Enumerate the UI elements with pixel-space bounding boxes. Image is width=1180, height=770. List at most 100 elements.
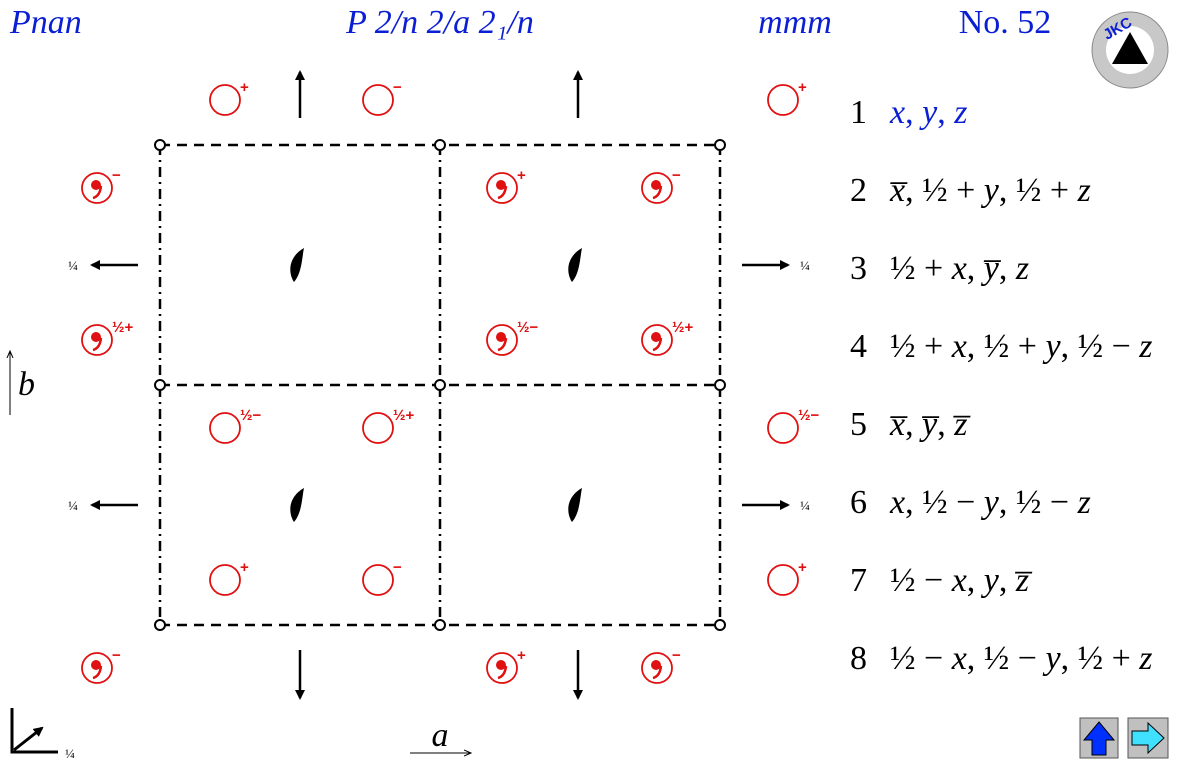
axis-c-height: ¼ bbox=[65, 746, 75, 761]
coord-part: ½ + bbox=[890, 328, 952, 365]
position-coords: ½ + x, y̅, z bbox=[890, 250, 1029, 287]
short-symbol: Pnan bbox=[9, 4, 82, 41]
coord-part: , bbox=[905, 94, 922, 131]
coord-part: x̅ bbox=[889, 406, 908, 443]
inversion-centre bbox=[434, 139, 446, 151]
coord-part: y bbox=[981, 562, 1000, 599]
position-circle bbox=[209, 84, 241, 116]
coord-part: , bbox=[999, 562, 1016, 599]
coord-part: x bbox=[889, 94, 905, 131]
inversion-centre bbox=[714, 379, 726, 391]
comma-tail bbox=[92, 185, 103, 200]
point-group: mmm bbox=[758, 4, 832, 41]
coord-part: ½ − bbox=[890, 640, 952, 677]
height-label: ½− bbox=[798, 407, 820, 424]
position-circle bbox=[209, 412, 241, 444]
position-coords: x̅, ½ + y, ½ + z bbox=[889, 172, 1091, 209]
coord-part: z bbox=[953, 94, 967, 131]
position-circle bbox=[641, 172, 673, 204]
height-label: ½− bbox=[240, 407, 262, 424]
position-coords: x, ½ − y, ½ − z bbox=[889, 484, 1091, 521]
comma-tail bbox=[652, 665, 663, 680]
comma-dot bbox=[91, 332, 101, 342]
position-circle bbox=[486, 172, 518, 204]
nav-next[interactable] bbox=[1127, 717, 1169, 759]
inversion-centre bbox=[434, 619, 446, 631]
position-number: 5 bbox=[850, 406, 867, 443]
height-label: + bbox=[517, 647, 526, 664]
coord-part: x bbox=[951, 640, 967, 677]
axes-icon bbox=[10, 708, 58, 754]
height-label: + bbox=[240, 559, 249, 576]
position-circle bbox=[362, 84, 394, 116]
coord-part: , bbox=[905, 406, 922, 443]
position-circle bbox=[81, 652, 113, 684]
height-label: − bbox=[112, 647, 121, 664]
coord-part: x̅ bbox=[889, 172, 908, 209]
inversion-centre bbox=[154, 619, 166, 631]
height-label: − bbox=[393, 559, 402, 576]
position-circle bbox=[486, 324, 518, 356]
coord-part: z̅ bbox=[1015, 562, 1033, 599]
screw-axis bbox=[290, 488, 304, 522]
height-label: + bbox=[240, 79, 249, 96]
inversion-centre bbox=[154, 379, 166, 391]
coord-part: y̅ bbox=[919, 406, 940, 443]
coord-part: y̅ bbox=[981, 250, 1002, 287]
position-circle bbox=[81, 324, 113, 356]
coord-part: , bbox=[967, 562, 984, 599]
comma-tail bbox=[92, 665, 103, 680]
inversion-centre bbox=[154, 139, 166, 151]
glide-arrows bbox=[90, 70, 790, 700]
coord-part: , bbox=[937, 406, 954, 443]
coord-part: x bbox=[951, 250, 967, 287]
comma-tail bbox=[497, 665, 508, 680]
coord-part: , bbox=[937, 94, 954, 131]
axis-a: a bbox=[432, 717, 449, 754]
coord-part: z bbox=[1138, 328, 1152, 365]
position-coords: x̅, y̅, z̅ bbox=[889, 406, 971, 443]
coord-part: z bbox=[1077, 484, 1091, 521]
position-circle bbox=[767, 564, 799, 596]
comma-dot bbox=[651, 180, 661, 190]
coord-part: x bbox=[951, 562, 967, 599]
inversion-centre bbox=[434, 379, 446, 391]
position-coords: x, y, z bbox=[889, 94, 967, 131]
comma-tail bbox=[92, 337, 103, 352]
coord-part: , bbox=[999, 250, 1016, 287]
height-label: ½+ bbox=[393, 407, 415, 424]
position-circle bbox=[362, 564, 394, 596]
comma-tail bbox=[497, 337, 508, 352]
coord-part: , ½ + bbox=[967, 328, 1046, 365]
coord-part: z bbox=[1138, 640, 1152, 677]
position-circle bbox=[486, 652, 518, 684]
inversion-centre bbox=[714, 139, 726, 151]
position-number: 7 bbox=[850, 562, 867, 599]
comma-dot bbox=[496, 332, 506, 342]
position-number: 3 bbox=[850, 250, 867, 287]
coord-part: x bbox=[951, 328, 967, 365]
screw-axis bbox=[290, 248, 304, 282]
comma-dot bbox=[651, 332, 661, 342]
coord-part: , ½ − bbox=[905, 484, 984, 521]
coord-part: y bbox=[919, 94, 938, 131]
coord-part: , ½ + bbox=[1061, 640, 1140, 677]
coord-part: y bbox=[981, 172, 1000, 209]
coord-part: x bbox=[889, 484, 905, 521]
position-number: 8 bbox=[850, 640, 867, 677]
position-circle bbox=[209, 564, 241, 596]
arrow-height: ¼ bbox=[800, 498, 810, 513]
height-label: − bbox=[672, 647, 681, 664]
coord-part: , ½ − bbox=[999, 484, 1078, 521]
coord-part: ½ + bbox=[890, 250, 952, 287]
group-number: No. 52 bbox=[959, 4, 1052, 41]
position-circle bbox=[641, 652, 673, 684]
coord-part: , ½ − bbox=[967, 640, 1046, 677]
height-label: + bbox=[517, 167, 526, 184]
nav-up[interactable] bbox=[1079, 717, 1119, 759]
arrow-height: ¼ bbox=[68, 498, 78, 513]
logo: JKC bbox=[1091, 11, 1169, 89]
position-circle bbox=[641, 324, 673, 356]
coord-part: z̅ bbox=[953, 406, 971, 443]
